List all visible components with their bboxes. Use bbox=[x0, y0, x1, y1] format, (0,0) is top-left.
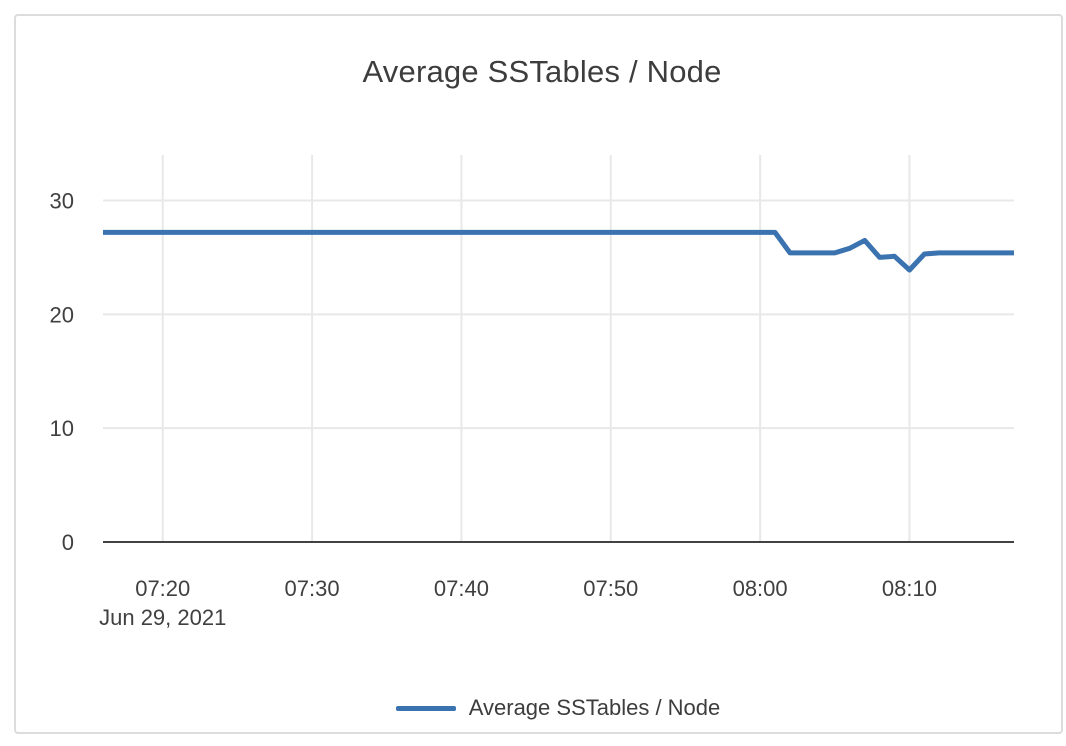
legend-line-swatch bbox=[395, 705, 456, 711]
y-tick-label: 10 bbox=[50, 416, 74, 441]
y-tick-label: 30 bbox=[50, 189, 74, 214]
legend[interactable]: Average SSTables / Node bbox=[25, 695, 1066, 721]
chart-title: Average SSTables / Node bbox=[362, 54, 722, 89]
x-tick-label: 08:10 bbox=[882, 576, 937, 601]
y-tick-label: 0 bbox=[62, 530, 74, 555]
legend-label: Average SSTables / Node bbox=[468, 695, 721, 720]
x-tick-label: 07:40 bbox=[434, 576, 489, 601]
x-tick-label: 07:50 bbox=[583, 576, 638, 601]
x-tick-label: 08:00 bbox=[733, 576, 788, 601]
x-tick-label: 07:30 bbox=[285, 576, 340, 601]
chart-card bbox=[14, 14, 1063, 734]
series-line-average-sstables-per-node[interactable] bbox=[103, 229, 1014, 273]
x-tick-label: 07:20 bbox=[135, 576, 190, 601]
y-tick-label: 20 bbox=[50, 302, 74, 327]
x-axis-date-label: Jun 29, 2021 bbox=[99, 605, 226, 630]
